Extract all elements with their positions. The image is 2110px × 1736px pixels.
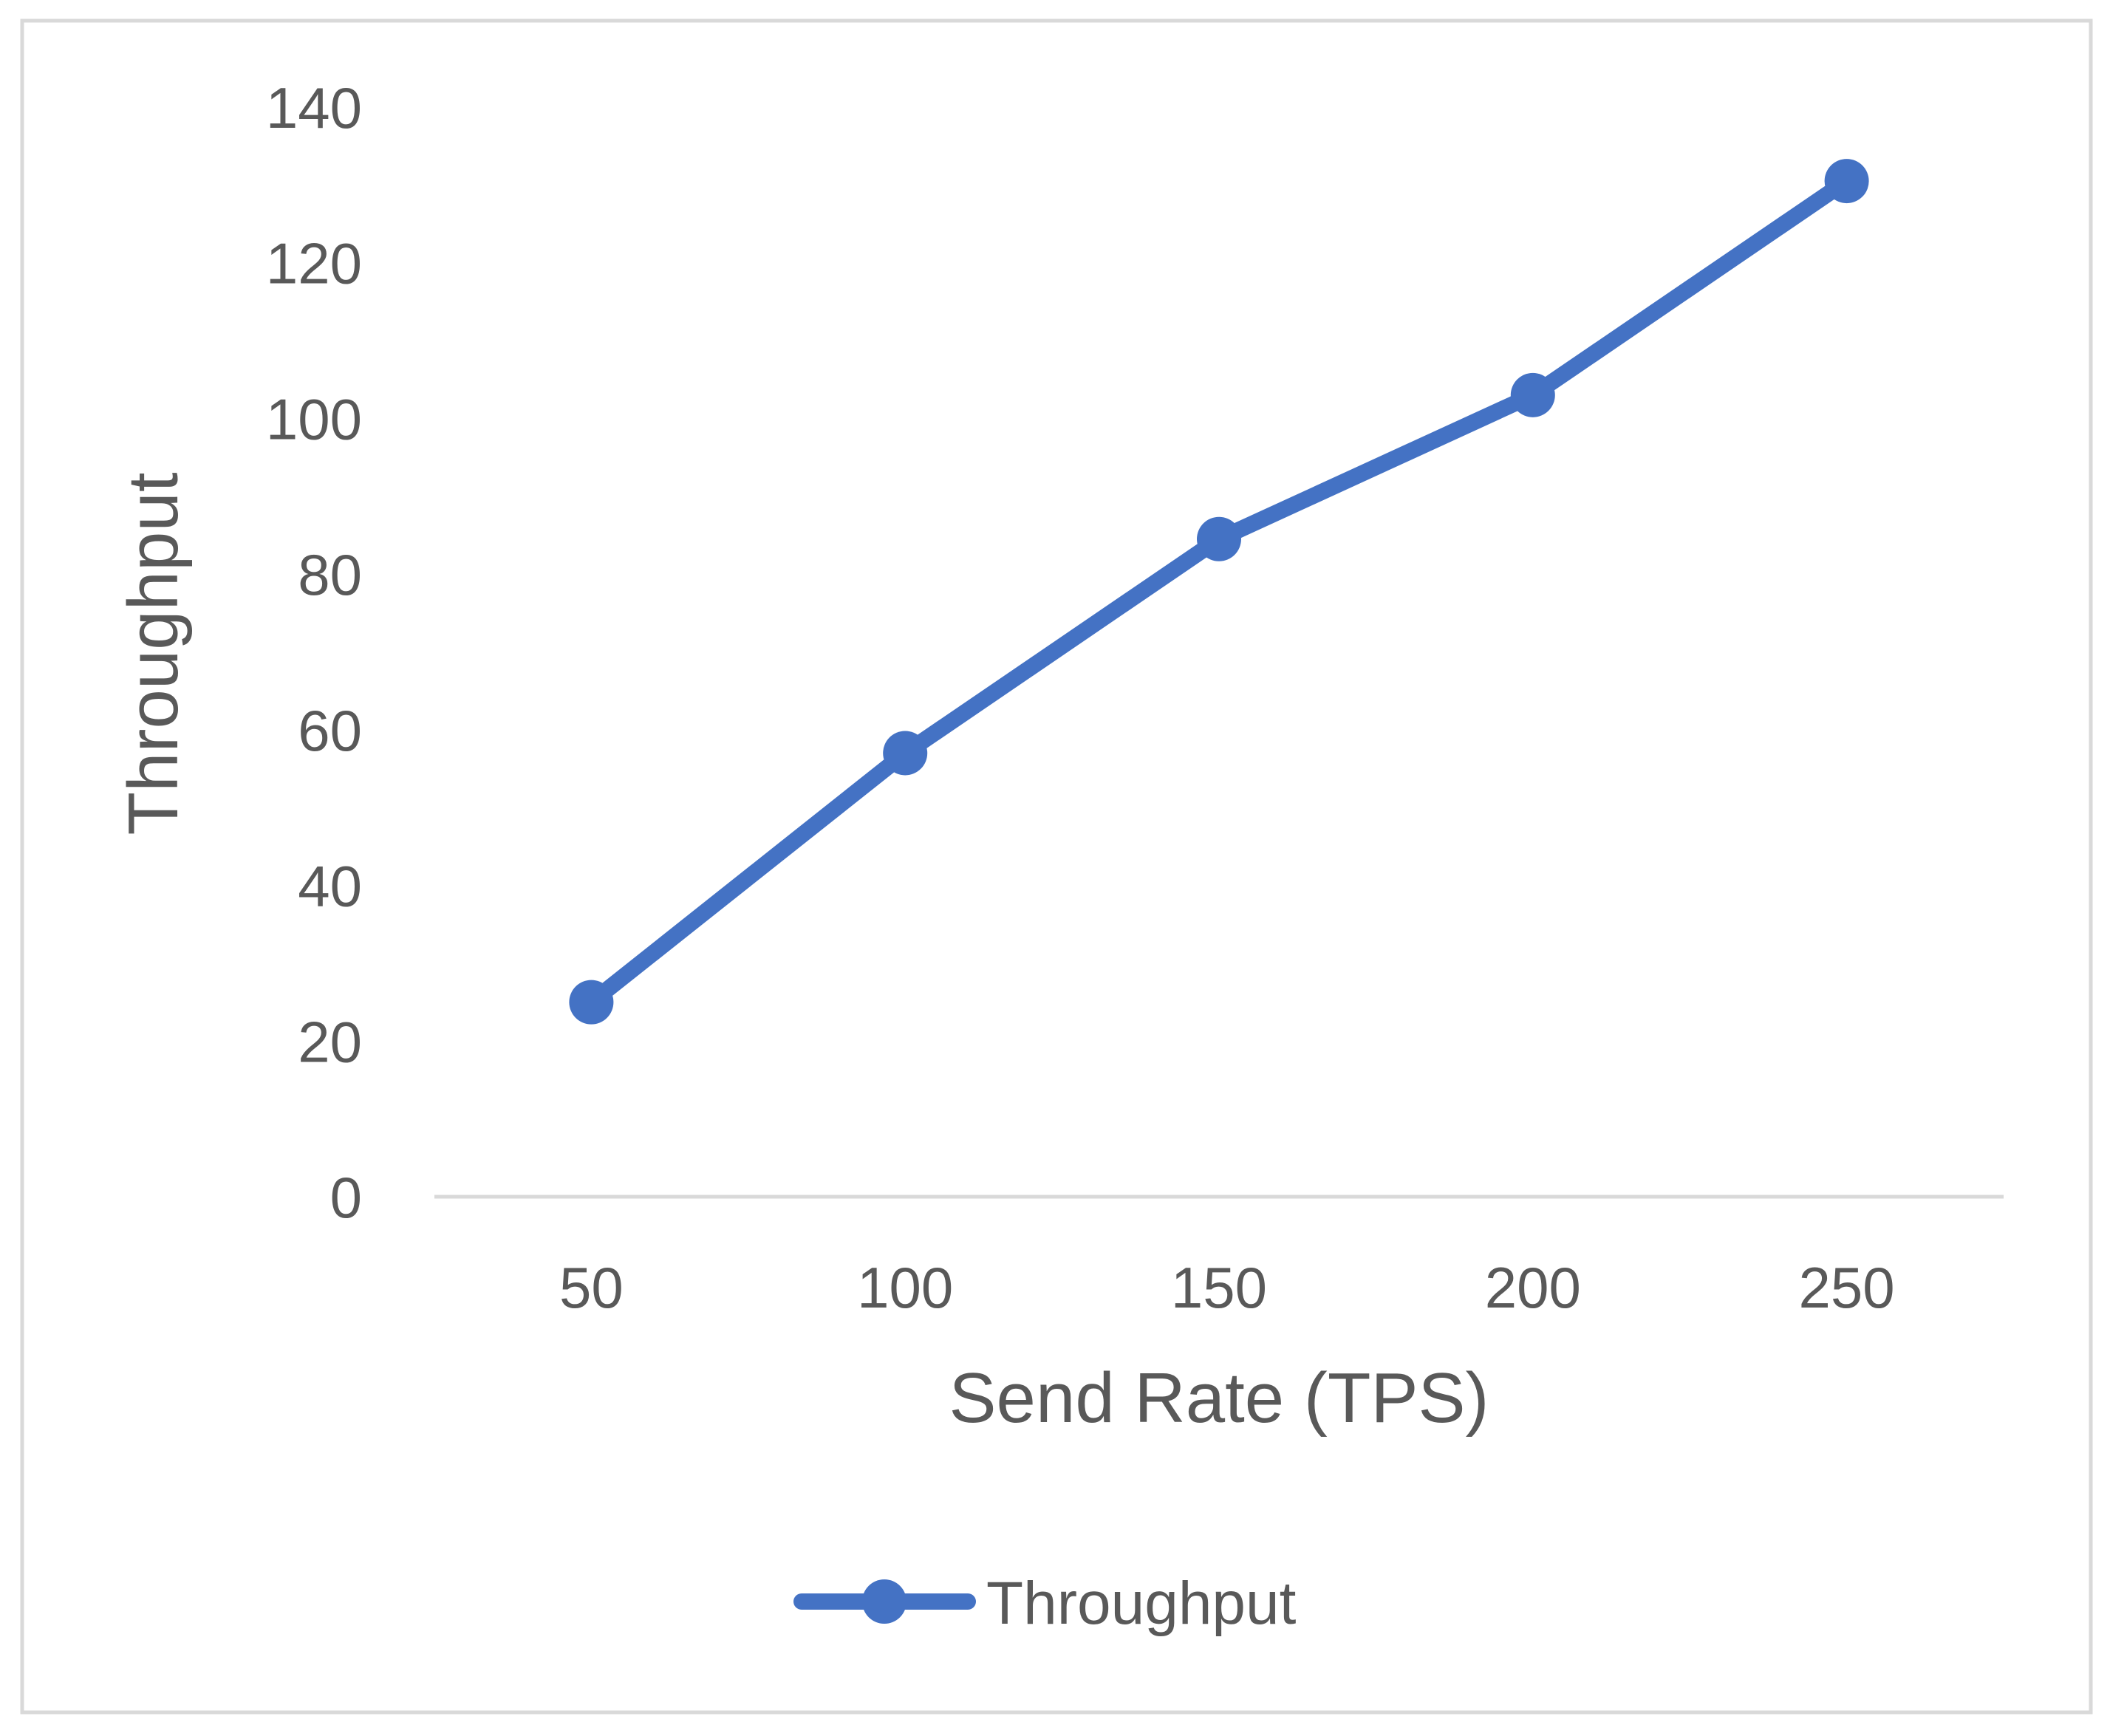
y-tick-label: 20	[298, 1009, 362, 1074]
y-tick-label: 120	[266, 231, 362, 296]
x-tick-label: 200	[1485, 1255, 1581, 1320]
data-point	[1510, 372, 1555, 417]
x-tick-label: 100	[857, 1255, 953, 1320]
data-point	[1197, 516, 1241, 561]
x-tick-label: 250	[1799, 1255, 1895, 1320]
data-point	[1824, 159, 1869, 204]
y-tick-label: 0	[330, 1165, 362, 1230]
y-tick-labels: 0 20 40 60 80 100 120 140	[266, 75, 362, 1230]
data-point	[569, 980, 614, 1025]
x-axis-label: Send Rate (TPS)	[949, 1359, 1489, 1438]
y-tick-label: 80	[298, 542, 362, 607]
y-axis-label: Throughput	[114, 472, 193, 835]
x-tick-label: 150	[1171, 1255, 1267, 1320]
y-tick-label: 40	[298, 854, 362, 919]
series-layer	[569, 159, 1869, 1025]
y-tick-label: 60	[298, 698, 362, 763]
y-tick-label: 140	[266, 75, 362, 140]
x-tick-label: 50	[559, 1255, 624, 1320]
legend-label: Throughput	[986, 1570, 1297, 1637]
data-point	[883, 731, 928, 776]
y-tick-label: 100	[266, 386, 362, 451]
legend-marker-swatch	[862, 1579, 907, 1624]
legend: Throughput	[793, 1570, 1297, 1637]
chart-border	[20, 18, 2093, 1715]
x-tick-labels: 50 100 150 200 250	[559, 1255, 1895, 1320]
